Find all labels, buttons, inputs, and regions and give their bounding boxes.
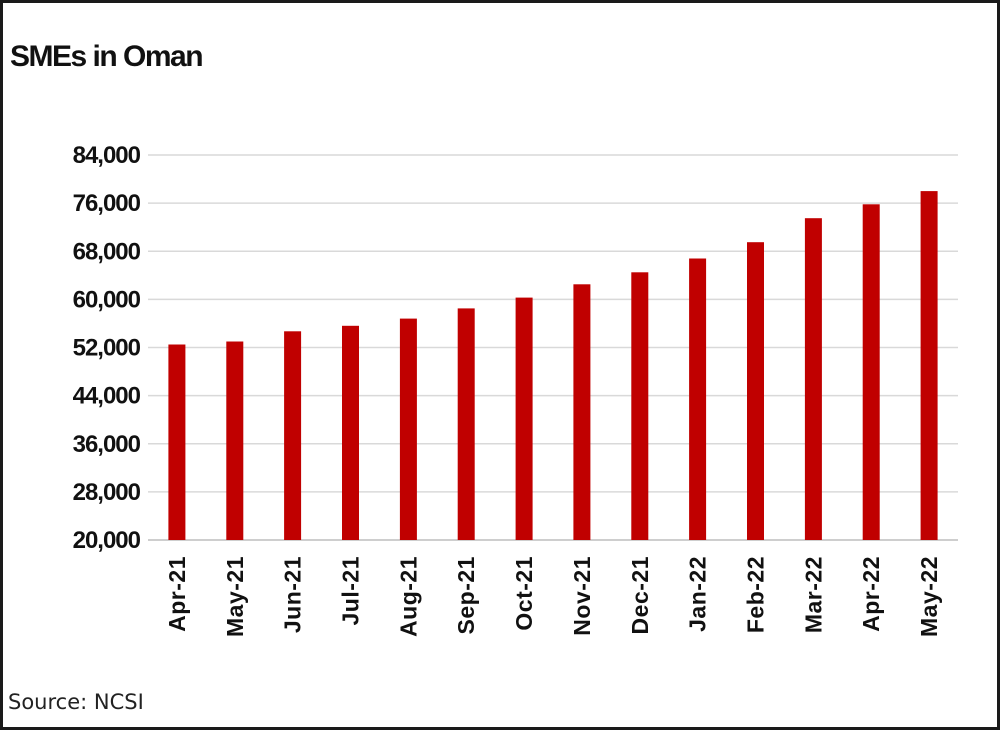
- x-tick-label: Nov-21: [569, 556, 595, 636]
- bar-may-21: [226, 341, 244, 540]
- bar-mar-22: [804, 218, 822, 540]
- bar-may-22: [920, 191, 938, 540]
- x-tick-label: Feb-22: [743, 556, 769, 633]
- y-tick-label: 60,000: [73, 286, 141, 313]
- bar-jul-21: [342, 325, 359, 540]
- x-axis: Apr-21 May-21 Jun-21 Jul-21 Aug-21 Sep-21 Oct-…: [164, 556, 942, 637]
- x-tick-label: Dec-21: [627, 556, 653, 634]
- bar-aug-21: [399, 318, 417, 540]
- x-tick-label: Apr-21: [164, 556, 190, 632]
- bar-apr-21: [168, 344, 186, 540]
- bar-oct-21: [515, 297, 533, 540]
- source-note: Source: NCSI: [8, 690, 144, 714]
- y-tick-label: 28,000: [73, 479, 141, 506]
- bar-nov-21: [573, 284, 591, 540]
- x-tick-label: Aug-21: [395, 556, 421, 637]
- y-tick-label: 52,000: [73, 335, 141, 362]
- chart-title: SMEs in Oman: [10, 40, 204, 73]
- y-tick-label: 36,000: [73, 431, 141, 458]
- gridlines: [148, 154, 958, 541]
- x-tick-label: Oct-21: [511, 556, 537, 631]
- bar-jan-22: [689, 258, 707, 540]
- y-tick-label: 68,000: [73, 238, 141, 265]
- x-tick-label: Apr-22: [858, 556, 884, 632]
- y-tick-label: 76,000: [73, 190, 141, 217]
- y-axis: 20,000 28,000 36,000 44,000 52,000 60,000 68,0…: [73, 142, 142, 554]
- bars: [168, 191, 938, 541]
- bar-sep-21: [457, 308, 475, 540]
- x-tick-label: Jul-21: [338, 556, 364, 625]
- bar-feb-22: [747, 242, 764, 540]
- bar-jun-21: [284, 331, 302, 540]
- bar-dec-21: [631, 272, 649, 540]
- y-tick-label: 44,000: [73, 383, 141, 410]
- y-tick-label: 84,000: [73, 142, 141, 169]
- x-tick-label: May-21: [222, 556, 248, 637]
- y-tick-label: 20,000: [73, 527, 141, 554]
- x-tick-label: Sep-21: [453, 556, 479, 634]
- x-tick-label: May-22: [916, 556, 942, 637]
- bar-apr-22: [862, 204, 880, 541]
- x-tick-label: Jun-21: [280, 556, 306, 633]
- x-tick-label: Mar-22: [800, 556, 826, 633]
- x-tick-label: Jan-22: [685, 556, 711, 632]
